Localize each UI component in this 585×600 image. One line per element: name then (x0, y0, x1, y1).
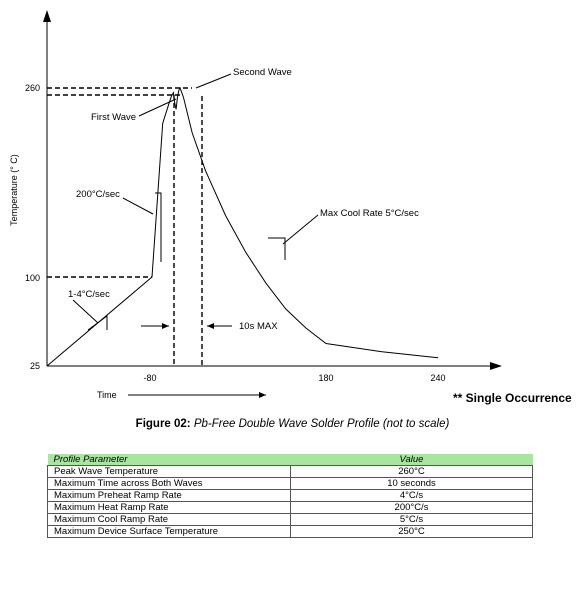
table-cell-value: 250°C (290, 525, 533, 538)
table-cell-parameter: Maximum Cool Ramp Rate (47, 513, 291, 526)
annotation-wave-time: 10s MAX (239, 321, 278, 332)
table-row: Maximum Time across Both Waves 10 second… (47, 477, 533, 490)
figure-number: Figure 02: (135, 418, 191, 430)
annotation-heat-rate: 200°C/sec (76, 189, 120, 200)
figure-description: Pb-Free Double Wave Solder Profile (not … (193, 418, 450, 430)
table-cell-parameter: Maximum Heat Ramp Rate (47, 501, 291, 514)
x-tick-label: 240 (430, 373, 445, 383)
annotation-pointer (122, 197, 154, 215)
guide-lines (47, 87, 203, 366)
table-row: Maximum Cool Ramp Rate 5°C/s (47, 513, 533, 526)
annotation-cool-rate: Max Cool Rate 5°C/sec (320, 208, 419, 219)
annotation-first-wave: First Wave (91, 112, 136, 123)
figure-caption: Figure 02: Pb-Free Double Wave Solder Pr… (0, 418, 585, 430)
y-axis-arrow-icon (43, 10, 51, 22)
annotation-pointer (282, 214, 319, 245)
annotation-pointer (72, 299, 99, 324)
table-cell-parameter: Maximum Preheat Ramp Rate (47, 489, 291, 502)
single-occurrence-note: ** Single Occurrence (453, 391, 572, 405)
table-cell-value: 10 seconds (290, 477, 533, 490)
table-row: Peak Wave Temperature 260°C (47, 465, 533, 478)
annotation-preheat-rate: 1-4°C/sec (68, 289, 110, 300)
table-cell-value: 260°C (290, 465, 533, 478)
table-cell-parameter: Peak Wave Temperature (47, 465, 291, 478)
y-axis-label: Temperature (° C) (9, 154, 19, 226)
table-row: Maximum Device Surface Temperature 250°C (47, 525, 533, 538)
preheat-slope-triangle (87, 315, 108, 331)
x-axis-label: Time (97, 390, 117, 400)
table-row: Maximum Preheat Ramp Rate 4°C/s (47, 489, 533, 502)
y-tick-label: 25 (30, 361, 40, 371)
table-header-value: Value (290, 454, 533, 466)
solder-profile-chart: 25 100 260 -80 180 240 Temperature (° C)… (9, 10, 502, 400)
table-cell-value: 5°C/s (290, 513, 533, 526)
profile-curve (46, 86, 439, 367)
table-cell-parameter: Maximum Device Surface Temperature (47, 525, 291, 538)
y-tick-label: 100 (25, 273, 40, 283)
x-tick-label: 180 (318, 373, 333, 383)
x-axis-arrow-icon (490, 362, 502, 370)
table-row: Maximum Heat Ramp Rate 200°C/s (47, 501, 533, 514)
table-cell-value: 200°C/s (290, 501, 533, 514)
cool-slope-triangle (268, 237, 286, 260)
y-tick-label: 260 (25, 83, 40, 93)
annotation-pointer (195, 73, 232, 89)
table-header-row: Profile Parameter Value (47, 454, 533, 466)
annotation-pointer (138, 98, 177, 117)
heat-slope-triangle (155, 192, 162, 262)
table-header-parameter: Profile Parameter (47, 454, 291, 466)
table-cell-value: 4°C/s (290, 489, 533, 502)
profile-parameter-table: Profile Parameter Value Peak Wave Temper… (47, 454, 533, 538)
table-cell-parameter: Maximum Time across Both Waves (47, 477, 291, 490)
x-tick-label: -80 (143, 373, 156, 383)
annotation-second-wave: Second Wave (233, 67, 292, 78)
